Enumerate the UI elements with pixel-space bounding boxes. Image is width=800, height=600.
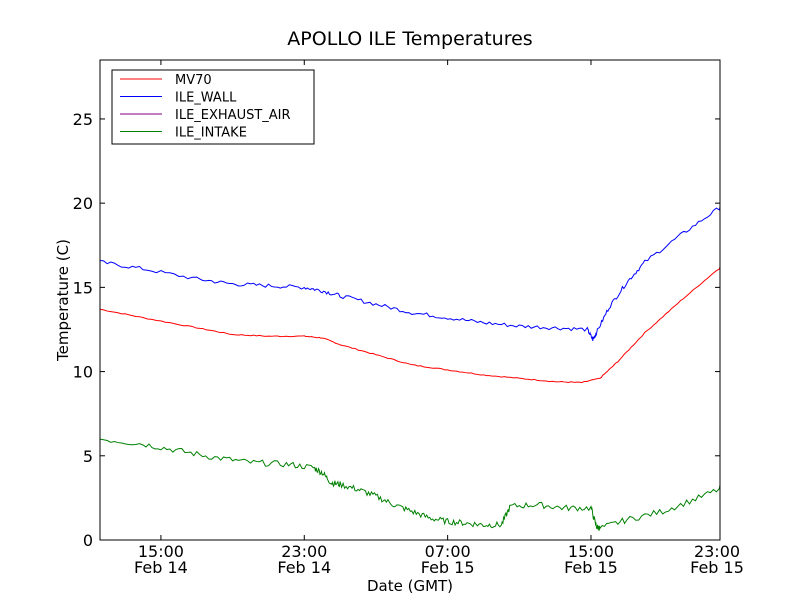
legend-label: ILE_INTAKE [175, 126, 247, 141]
y-tick-label: 0 [83, 531, 93, 550]
x-tick-label-date: Feb 14 [134, 558, 188, 577]
x-tick-label-time: 23:00 [694, 542, 740, 561]
series-layer [99, 166, 721, 531]
y-tick-label: 15 [73, 278, 93, 297]
y-axis: 0 5 10 15 20 25 [73, 110, 720, 550]
x-tick-label-time: 15:00 [138, 542, 184, 561]
y-tick-label: 5 [83, 447, 93, 466]
series-line-mv70 [99, 226, 721, 384]
y-tick-label: 10 [73, 363, 93, 382]
x-tick-label-date: Feb 15 [690, 558, 744, 577]
x-axis-label: Date (GMT) [367, 577, 453, 595]
plot-frame [99, 59, 721, 541]
series-line-ile-intake [99, 438, 721, 531]
y-tick-label: 20 [73, 194, 93, 213]
y-tick-label: 25 [73, 110, 93, 129]
legend-label: ILE_WALL [175, 91, 237, 106]
legend-label: MV70 [175, 73, 212, 88]
x-tick-label-time: 23:00 [281, 542, 327, 561]
series-line-ile-wall [99, 166, 721, 341]
y-axis-label: Temperature (C) [54, 239, 72, 362]
legend: MV70 ILE_WALL ILE_EXHAUST_AIR ILE_INTAKE [111, 69, 315, 145]
x-tick-label-date: Feb 14 [277, 558, 331, 577]
x-tick-label-date: Feb 15 [421, 558, 475, 577]
legend-label: ILE_EXHAUST_AIR [175, 108, 291, 123]
x-tick-label-time: 07:00 [425, 542, 471, 561]
chart-title: APOLLO ILE Temperatures [287, 28, 532, 50]
x-tick-label-date: Feb 15 [564, 558, 618, 577]
x-tick-label-time: 15:00 [568, 542, 614, 561]
